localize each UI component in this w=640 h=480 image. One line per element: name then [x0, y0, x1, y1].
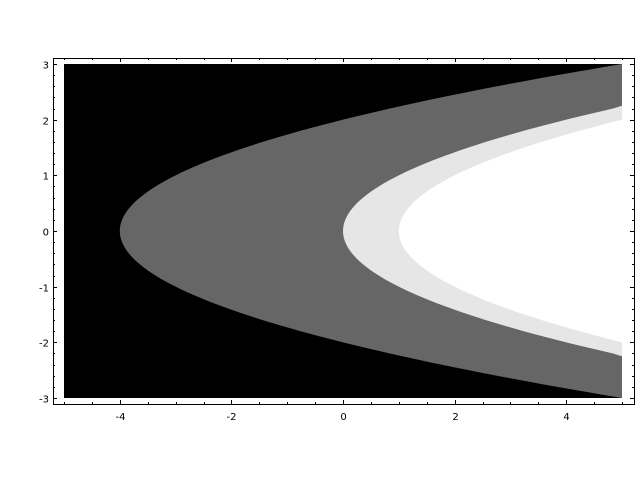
y-tick-label: 1	[43, 172, 49, 183]
y-tick-label: -3	[39, 395, 49, 406]
y-tick-label: 2	[43, 117, 49, 128]
x-tick-label: 2	[452, 412, 458, 423]
x-tick-label: 4	[563, 412, 569, 423]
y-tick-label: -2	[39, 339, 49, 350]
y-tick-label: -1	[39, 284, 49, 295]
x-tick-label: 0	[340, 412, 346, 423]
y-tick-label: 3	[43, 61, 49, 72]
region-white	[398, 64, 622, 398]
x-tick-label: -2	[227, 412, 237, 423]
y-tick-label: 0	[43, 228, 49, 239]
x-tick-label: -4	[116, 412, 126, 423]
